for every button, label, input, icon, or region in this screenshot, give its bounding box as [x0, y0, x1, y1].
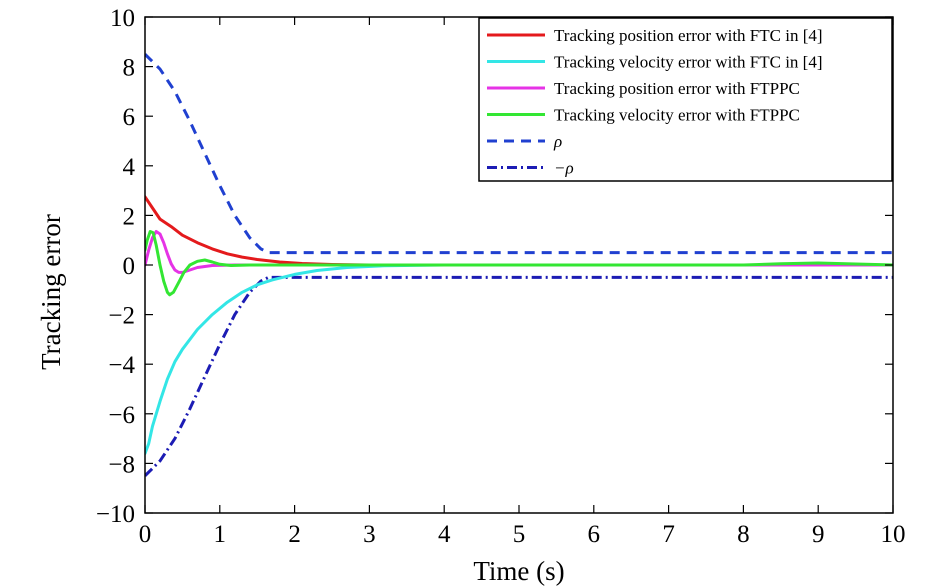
- y-tick-label: 4: [123, 154, 136, 181]
- x-tick-label: 8: [737, 521, 750, 548]
- legend-label-1: Tracking position error with FTC in [4]: [554, 26, 823, 45]
- series-layer: [145, 53, 893, 477]
- x-tick-label: 6: [588, 521, 601, 548]
- y-tick-label: 8: [123, 55, 136, 82]
- y-tick-label: 0: [123, 253, 136, 280]
- y-tick-label: −4: [108, 352, 135, 379]
- x-tick-label: 0: [139, 521, 152, 548]
- legend-label-4: Tracking velocity error with FTPPC: [554, 106, 800, 125]
- legend-label-3: Tracking position error with FTPPC: [554, 79, 800, 98]
- y-axis-label: Tracking error: [36, 214, 66, 370]
- series-line-4: [145, 230, 893, 297]
- series-line-6: [145, 275, 893, 477]
- y-tick-label: 2: [123, 203, 136, 230]
- y-tick-label: 6: [123, 104, 136, 131]
- x-tick-label: 5: [513, 521, 526, 548]
- y-tick-label: −8: [108, 451, 135, 478]
- legend-label-6: −ρ: [554, 159, 574, 178]
- series-line-1: [145, 195, 893, 267]
- legend-label-5: ρ: [553, 132, 562, 151]
- y-axis: 10 8 6 4 2 0 −2 −4 −6 −8 −10: [96, 5, 893, 528]
- legend-label-2: Tracking velocity error with FTC in [4]: [554, 53, 823, 72]
- y-tick-label: −2: [108, 303, 135, 330]
- y-tick-label: −6: [108, 402, 135, 429]
- series-line-2: [145, 263, 893, 455]
- legend: Tracking position error with FTC in [4] T…: [478, 17, 893, 182]
- x-axis: 0 1 2 3 4 5 6 7 8 9 10: [139, 17, 906, 548]
- x-axis-label: Time (s): [473, 556, 564, 586]
- x-tick-label: 3: [363, 521, 376, 548]
- y-tick-label: −10: [96, 501, 135, 528]
- x-tick-label: 1: [214, 521, 227, 548]
- y-tick-label: 10: [110, 5, 135, 32]
- x-tick-label: 7: [662, 521, 675, 548]
- x-tick-label: 9: [812, 521, 825, 548]
- x-tick-label: 10: [881, 521, 906, 548]
- x-tick-label: 4: [438, 521, 451, 548]
- series-line-5: [145, 53, 893, 255]
- legend-box: [478, 17, 893, 182]
- x-tick-label: 2: [288, 521, 301, 548]
